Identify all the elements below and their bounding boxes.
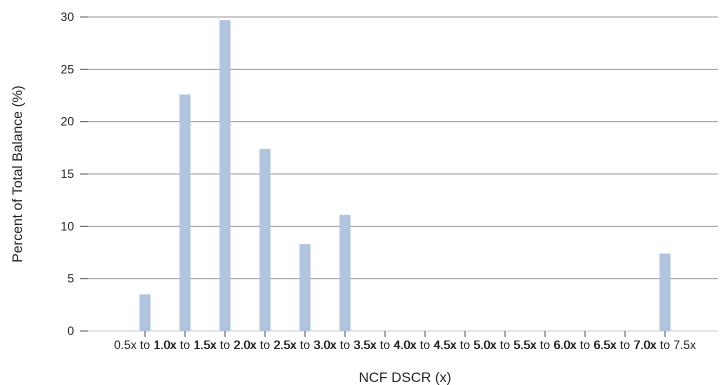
bar [299,244,311,331]
x-tick-label: 1.5x to 2.0x [194,338,256,352]
x-tick-label: 1.0x to 1.5x [154,338,216,352]
y-tick-label: 30 [61,10,75,24]
y-axis-title: Percent of Total Balance (%) [9,85,25,262]
y-axis-ticks: 0 5 10 15 20 25 30 [61,10,88,338]
x-tick-label: 7.0x to 7.5x [634,338,696,352]
x-axis-ticks: 0.5x to 1.0x1.0x to 1.5x1.5x to 2.0x2.0x… [114,331,696,352]
x-tick-label: 6.0x to 6.5x [554,338,616,352]
y-tick-label: 25 [61,62,75,76]
y-tick-label: 10 [61,219,75,233]
x-tick-label: 3.5x to 4.0x [354,338,416,352]
x-tick-label: 3.0x to 3.5x [314,338,376,352]
x-axis-title: NCF DSCR (x) [359,369,452,385]
y-tick-label: 15 [61,167,75,181]
x-tick-label: 6.5x to 7.0x [594,338,656,352]
y-tick-label: 0 [67,324,74,338]
x-tick-label: 4.5x to 5.0x [434,338,496,352]
bar [339,214,351,331]
bar [659,253,671,331]
bar [179,94,191,331]
x-tick-label: 5.5x to 6.0x [514,338,576,352]
bar [219,20,231,331]
x-tick-label: 4.0x to 4.5x [394,338,456,352]
x-tick-label: 0.5x to 1.0x [114,338,176,352]
bars [139,20,671,331]
x-tick-label: 5.0x to 5.5x [474,338,536,352]
grid-lines [88,16,718,332]
bar [259,148,271,331]
y-tick-label: 20 [61,115,75,129]
x-tick-label: 2.5x to 3.0x [274,338,336,352]
y-tick-label: 5 [67,272,74,286]
x-tick-label: 2.0x to 2.5x [234,338,296,352]
bar [139,294,151,331]
